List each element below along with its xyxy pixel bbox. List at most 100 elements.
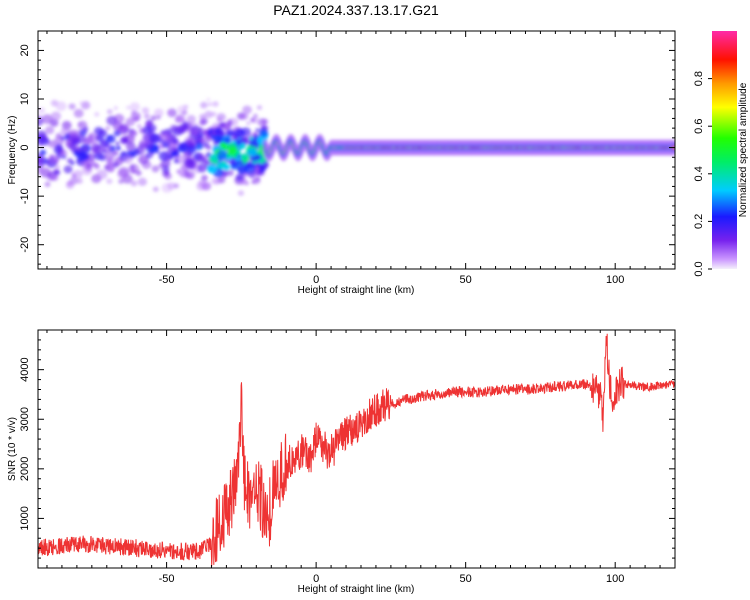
spectrogram-cell [226,129,235,137]
spectrogram-cell [229,117,239,126]
spectrogram-cell [240,153,248,160]
spectrogram-cell [216,113,226,122]
spectrogram-cell [227,119,232,123]
spectrogram-cell [151,165,160,173]
spectrogram-cell [50,111,62,121]
spectrogram-ylabel: Frequency (Hz) [7,116,18,185]
spectrogram-cell [79,101,84,106]
spectrogram-cell [223,137,231,144]
spectrogram-cell [95,135,100,140]
spectrogram-xtick-label: -50 [159,274,175,286]
spectrogram-cell [150,115,157,121]
spectrogram-cell [242,105,252,115]
spectrogram-cell [63,165,73,174]
spectrogram-cell [81,145,89,153]
spectrogram-cell [65,181,75,189]
spectrogram-cell [198,179,207,188]
spectrogram-cell [160,134,171,144]
spectrogram-cell [76,178,83,184]
spectrogram-cell [126,105,131,110]
spectrogram-cell [113,106,118,110]
spectrogram-cell [54,135,65,145]
spectrogram-cell [130,169,136,174]
spectrogram-cell [118,179,124,184]
spectrogram-cell [167,109,174,115]
spectrogram-cell [76,151,87,162]
spectrogram-cell [137,177,148,187]
spectrogram-cell [55,132,62,139]
spectrogram-cell [217,129,225,136]
colorbar-tick-label: 0.2 [693,214,705,229]
spectrogram-cell [48,140,57,148]
spectrogram-cell [200,101,208,109]
spectrogram-cell [214,134,223,142]
figure-title: PAZ1.2024.337.13.17.G21 [273,2,439,18]
spectrogram-cell [129,102,141,112]
spectrogram-cell [115,141,120,146]
spectrogram-ytick-label: -20 [19,237,31,253]
spectrogram-cell [206,97,211,102]
spectrogram-cell [237,164,248,174]
spectrogram-cell [106,134,116,144]
spectrogram-cell [186,114,196,124]
colorbar-tick-label: 0.0 [693,261,705,276]
snr-tick-labels: -50 0 50 100 1000 2000 3000 4000 [19,357,624,585]
spectrogram-cell [161,165,170,173]
spectrogram-cell [226,169,234,177]
spectrogram-cell [49,119,59,127]
spectrogram-cell [158,151,170,161]
spectrogram-cell [216,149,228,160]
spectrogram-cell [222,163,230,171]
spectrogram-xlabel: Height of straight line (km) [298,285,415,296]
spectrogram-cell [177,116,186,124]
spectrogram-cell [184,170,196,180]
spectrogram-cell [200,165,207,171]
spectrogram-cell [259,129,269,138]
spectrogram-cell [258,158,264,164]
snr-xtick-label: 100 [606,573,624,585]
spectrogram-cell [105,125,111,131]
spectrogram-cell [179,123,188,132]
spectrogram-cell [79,129,87,137]
colorbar-ticks: 0.0 0.2 0.4 0.6 0.8 [693,71,712,277]
spectrogram-cell [212,101,219,107]
spectrogram-cell [173,183,180,189]
spectrogram-cell [92,145,104,155]
spectrogram-cell [199,113,206,120]
spectrogram-cell [96,169,108,180]
colorbar-tick-label: 0.6 [693,119,705,134]
spectrogram-cell [197,153,205,160]
spectrogram-cell [55,101,67,112]
colorbar: 0.0 0.2 0.4 0.6 0.8 Normalized spectral ampl… [693,31,749,277]
spectrogram-cell [246,121,251,126]
spectrogram-cell [169,124,179,133]
snr-plot-area [38,330,675,568]
spectrogram-cell [178,142,190,153]
snr-panel: -50 0 50 100 1000 2000 3000 4000 Height of stra… [7,329,676,595]
spectrogram-cell [250,117,256,123]
spectrogram-frame [37,30,676,270]
spectrogram-cell [252,176,261,185]
spectrogram-cell [207,164,217,174]
spectrogram-cell [143,140,154,150]
spectrogram-cell [133,116,140,122]
spectrogram-cell [138,154,149,165]
spectrogram-cell [141,107,150,114]
spectrogram-cell [50,174,59,182]
spectrogram-cell [73,108,84,118]
snr-ytick-label: 3000 [19,407,31,431]
spectrogram-xtick-label: 50 [460,274,472,286]
spectrogram-cell [168,155,174,160]
spectrogram-cell [183,104,189,110]
spectrogram-cell [117,168,129,179]
spectrogram-cell [217,176,226,184]
spectrogram-cell [177,167,187,177]
spectrogram-cell [182,150,193,160]
spectrogram-cell [205,151,212,158]
spectrogram-cell [118,125,129,135]
spectrogram-ytick-label: 20 [19,44,31,56]
spectrogram-cell [255,128,260,132]
spectrogram-cell [172,138,179,144]
